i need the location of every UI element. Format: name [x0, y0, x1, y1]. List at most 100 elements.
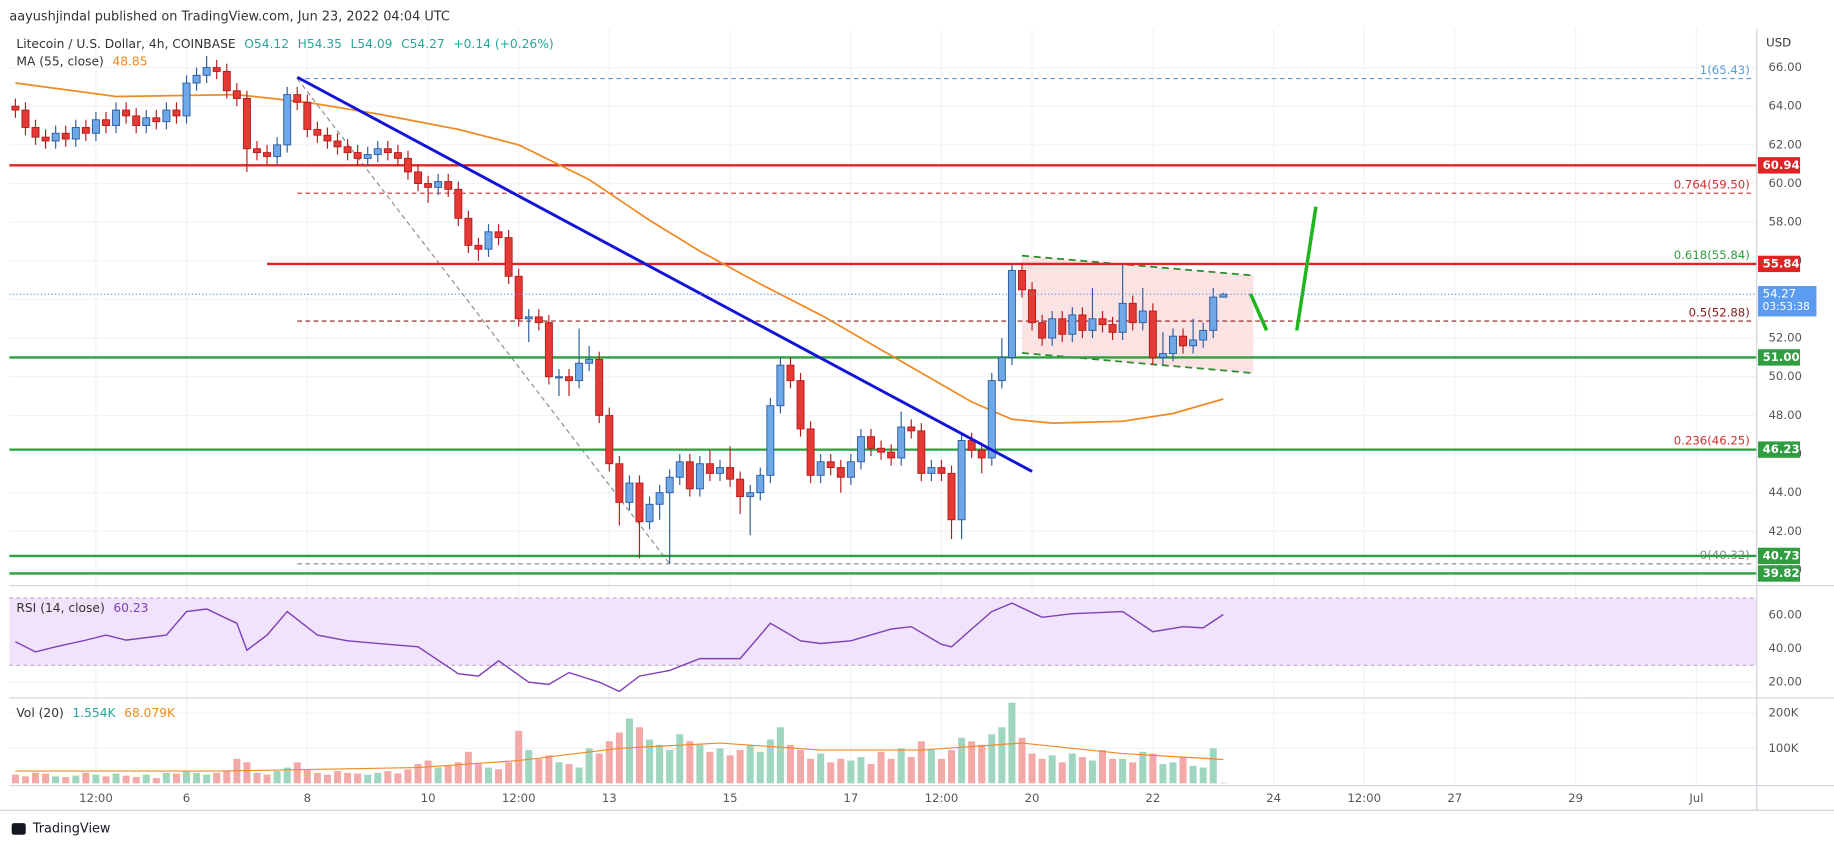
candle-body [1128, 302, 1137, 324]
x-tick-label: 22 [1145, 791, 1160, 805]
axis-unit: USD [1766, 35, 1791, 49]
candle-body [736, 478, 745, 498]
candle-body [867, 436, 875, 449]
volume-bar [384, 771, 392, 784]
candle-body [836, 467, 845, 478]
symbol-legend: Litecoin / U.S. Dollar, 4h, COINBASE O54… [16, 37, 553, 51]
volume-bar [122, 775, 130, 784]
candle-body [1038, 322, 1047, 339]
volume-bar [706, 751, 714, 784]
volume-bar [253, 772, 261, 784]
volume-bar [293, 762, 301, 784]
candle-body [494, 231, 503, 239]
candle-body [937, 467, 946, 474]
volume-bar [102, 776, 110, 784]
candle-body [846, 461, 855, 478]
volume-bar [978, 744, 986, 784]
volume-bar [988, 734, 996, 784]
rsi-legend: RSI (14, close) 60.23 [16, 600, 148, 614]
ohlc-close: C54.27 [401, 37, 445, 51]
candle-body [856, 436, 865, 463]
volume-bar [32, 772, 40, 784]
candle-body [61, 132, 70, 140]
candle-body [91, 119, 100, 134]
x-tick-label: 29 [1568, 791, 1583, 805]
candle-body [806, 428, 815, 476]
volume-bar [474, 764, 482, 784]
candle-body [263, 152, 272, 157]
candle-body [957, 440, 966, 521]
volume-bar [827, 762, 835, 784]
candle-body [1108, 324, 1117, 333]
candle-body [534, 316, 543, 324]
candle-body [202, 67, 211, 76]
candle-body [313, 128, 322, 136]
background [0, 3, 1834, 842]
candle-body [615, 463, 624, 503]
candle-body [333, 140, 342, 148]
volume-bar [183, 771, 191, 784]
candle-body [232, 90, 241, 99]
volume-bar [867, 764, 875, 784]
change: +0.14 (+0.26%) [453, 37, 553, 51]
x-tick-label: 13 [602, 791, 617, 805]
x-tick-label: 12:00 [1347, 791, 1381, 805]
candle-body [403, 157, 412, 173]
volume-bar [1199, 767, 1207, 784]
volume-bar [776, 727, 784, 784]
volume-bar [1189, 765, 1197, 784]
volume-bar [958, 737, 966, 784]
candle-body [685, 461, 694, 490]
candle-body [122, 109, 131, 117]
y-tick-label: 100K [1769, 741, 1799, 755]
volume-bar [172, 773, 180, 784]
trend-line [296, 75, 1033, 473]
volume-bar [62, 777, 70, 784]
volume-bar [374, 772, 382, 784]
volume-bar [1048, 755, 1056, 784]
volume-bar [495, 769, 503, 784]
projection [1248, 292, 1269, 332]
volume-bar [323, 774, 331, 784]
volume-bar [1088, 760, 1096, 784]
x-tick-label: 15 [723, 791, 738, 805]
candle-body [625, 482, 634, 503]
candle-body [605, 414, 614, 465]
volume-bar [273, 771, 281, 784]
rsi-value: 60.23 [113, 600, 148, 614]
candle-body [363, 154, 372, 159]
candle-body [1118, 302, 1127, 333]
candle-body [444, 181, 453, 190]
volume-bar [333, 771, 342, 784]
volume-bar [887, 758, 895, 784]
volume-bar [927, 750, 935, 784]
volume-bar [42, 773, 50, 784]
candle-body [887, 451, 896, 459]
candle-body [393, 152, 402, 159]
candle-body [977, 449, 986, 459]
candle-body [132, 115, 141, 127]
x-tick-label: 12:00 [502, 791, 536, 805]
candle-body [142, 117, 151, 127]
candle-body [343, 146, 352, 154]
ma-legend: MA (55, close) 48.85 [16, 54, 147, 68]
level-tag [1757, 157, 1801, 174]
candle-body [1018, 270, 1026, 291]
volume-bar [354, 773, 362, 784]
y-tick-label: 20.00 [1769, 675, 1802, 689]
candle-body [273, 144, 282, 157]
candle-body [1058, 318, 1067, 335]
candle-body [414, 171, 423, 184]
volume-bar [877, 751, 885, 784]
volume-bar [1078, 757, 1086, 784]
countdown: 03:53:38 [1763, 301, 1810, 313]
candle-body [1078, 314, 1087, 331]
volume-bar [243, 762, 251, 784]
volume-bar [625, 718, 633, 784]
channel-zone [1021, 255, 1254, 374]
y-tick-label: 58.00 [1769, 215, 1802, 229]
volume-bar [223, 771, 231, 784]
last-price-tag [1757, 286, 1817, 317]
x-tick-label: 24 [1266, 791, 1281, 805]
